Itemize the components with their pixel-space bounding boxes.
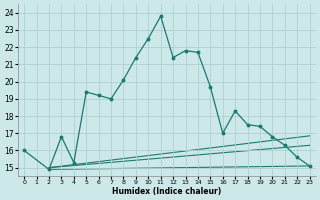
X-axis label: Humidex (Indice chaleur): Humidex (Indice chaleur) — [112, 187, 221, 196]
